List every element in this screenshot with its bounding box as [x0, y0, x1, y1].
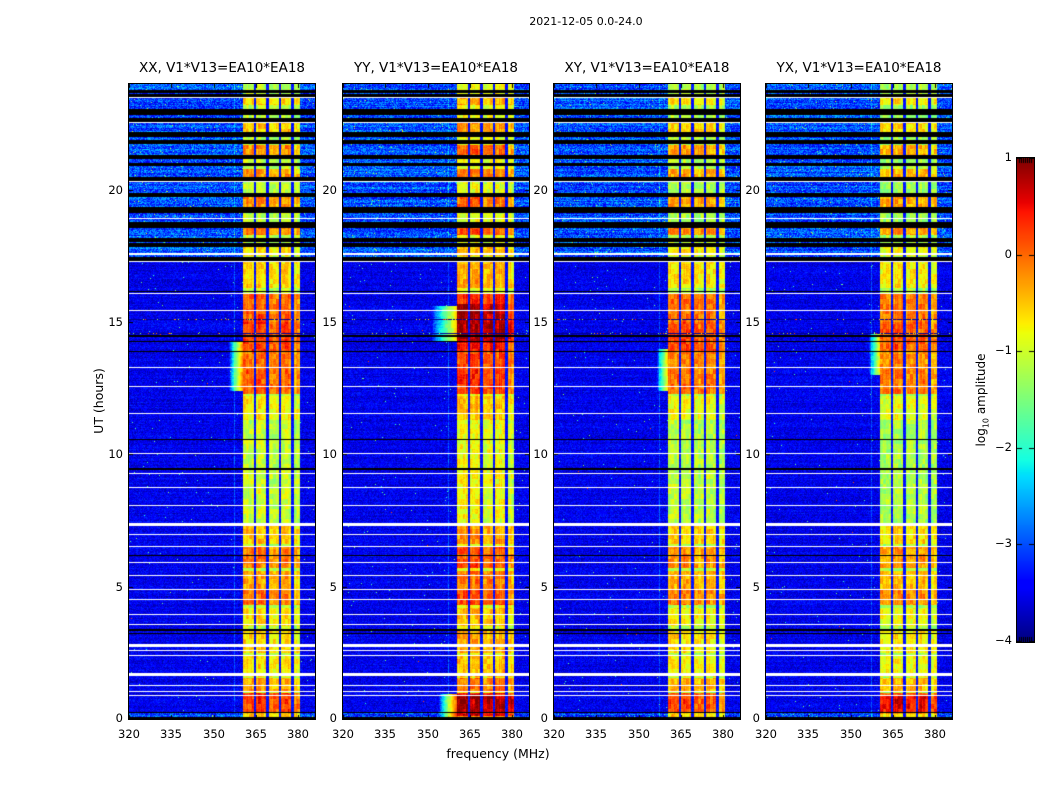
x-tick-label-yx-365: 365 — [882, 727, 904, 741]
colorbar-tick-label-5: −4 — [995, 633, 1012, 647]
y-tick-label-yx-15: 15 — [745, 315, 760, 330]
spectrogram-canvas-xy — [554, 84, 740, 719]
x-axis-label: frequency (MHz) — [446, 746, 550, 761]
x-tick-label-yy-380: 380 — [501, 727, 523, 741]
spectrogram-canvas-yy — [343, 84, 529, 719]
colorbar-tick-label-1: 0 — [1004, 247, 1012, 261]
x-tick-label-xy-350: 350 — [628, 727, 650, 741]
colorbar-tick-label-2: −1 — [995, 343, 1012, 357]
spectrogram-canvas-yx — [766, 84, 952, 719]
y-tick-label-yy-20: 20 — [322, 182, 337, 197]
y-tick-label-yx-5: 5 — [752, 579, 760, 594]
x-tick-label-xx-335: 335 — [160, 727, 182, 741]
y-tick-label-xx-20: 20 — [108, 182, 123, 197]
y-tick-label-xx-5: 5 — [115, 579, 123, 594]
figure-title: 2021-12-05 0.0-24.0 — [529, 15, 643, 28]
x-tick-label-xy-365: 365 — [670, 727, 692, 741]
x-tick-label-xx-320: 320 — [118, 727, 140, 741]
x-tick-label-xy-335: 335 — [585, 727, 607, 741]
y-tick-label-xx-0: 0 — [115, 711, 123, 725]
x-tick-label-yy-365: 365 — [459, 727, 481, 741]
colorbar — [1016, 157, 1035, 643]
y-tick-label-xy-0: 0 — [540, 711, 548, 725]
x-tick-label-yy-320: 320 — [332, 727, 354, 741]
colorbar-label-suffix: amplitude — [974, 353, 988, 418]
x-tick-label-xx-380: 380 — [287, 727, 309, 741]
x-tick-label-xx-365: 365 — [245, 727, 267, 741]
y-tick-label-xy-20: 20 — [533, 182, 548, 197]
y-tick-label-yx-10: 10 — [745, 447, 760, 462]
spectrogram-panel-yx — [765, 83, 953, 720]
y-tick-label-xx-10: 10 — [108, 447, 123, 462]
panel-title-xy: XY, V1*V13=EA10*EA18 — [564, 60, 730, 76]
y-tick-label-yy-10: 10 — [322, 447, 337, 462]
x-tick-label-xy-320: 320 — [543, 727, 565, 741]
colorbar-tick-label-3: −2 — [995, 440, 1012, 454]
x-tick-label-yx-335: 335 — [797, 727, 819, 741]
x-tick-label-yx-320: 320 — [755, 727, 777, 741]
x-tick-label-yx-380: 380 — [924, 727, 946, 741]
y-tick-label-xy-15: 15 — [533, 315, 548, 330]
y-tick-label-xy-5: 5 — [540, 579, 548, 594]
x-tick-label-yy-350: 350 — [417, 727, 439, 741]
y-tick-label-yx-0: 0 — [752, 711, 760, 725]
colorbar-label-sub: 10 — [981, 417, 991, 429]
y-tick-label-xy-10: 10 — [533, 447, 548, 462]
colorbar-canvas — [1017, 158, 1034, 642]
y-tick-label-yx-20: 20 — [745, 182, 760, 197]
spectrogram-panel-yy — [342, 83, 530, 720]
spectrogram-canvas-xx — [129, 84, 315, 719]
y-tick-label-yy-5: 5 — [329, 579, 337, 594]
x-tick-label-xx-350: 350 — [203, 727, 225, 741]
x-tick-label-yy-335: 335 — [374, 727, 396, 741]
spectrogram-panel-xy — [553, 83, 741, 720]
panel-title-yy: YY, V1*V13=EA10*EA18 — [353, 60, 518, 76]
colorbar-tick-label-0: 1 — [1004, 150, 1012, 164]
spectrogram-panel-xx — [128, 83, 316, 720]
colorbar-tick-label-4: −3 — [995, 536, 1012, 550]
panel-title-xx: XX, V1*V13=EA10*EA18 — [138, 60, 305, 76]
panel-title-yx: YX, V1*V13=EA10*EA18 — [776, 60, 942, 76]
y-tick-label-yy-0: 0 — [329, 711, 337, 725]
x-tick-label-yx-350: 350 — [840, 727, 862, 741]
y-tick-label-xx-15: 15 — [108, 315, 123, 330]
x-tick-label-xy-380: 380 — [712, 727, 734, 741]
y-tick-label-yy-15: 15 — [322, 315, 337, 330]
